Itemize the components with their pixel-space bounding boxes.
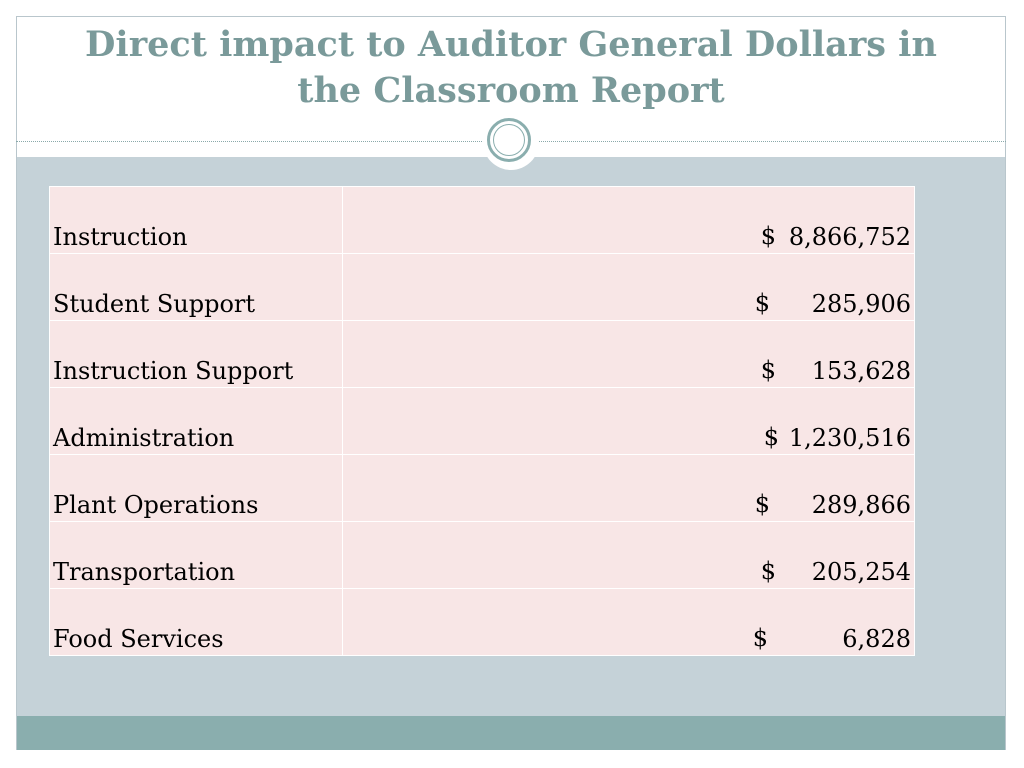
currency-symbol: $: [754, 490, 770, 518]
table-row: Food Services $ 6,828: [49, 588, 915, 656]
slide-title: Direct impact to Auditor General Dollars…: [16, 22, 1006, 114]
currency-symbol: $: [760, 356, 776, 384]
row-amount: 1,230,516: [788, 424, 911, 452]
budget-table: Instruction $ 8,866,752 Student Support …: [49, 186, 915, 656]
row-amount-cell: $ 1,230,516: [342, 387, 915, 455]
currency-symbol: $: [760, 222, 776, 250]
currency-symbol: $: [763, 423, 779, 451]
row-category: Instruction: [49, 186, 343, 254]
footer-band: [17, 716, 1005, 750]
row-amount-cell: $ 8,866,752: [342, 186, 915, 254]
row-amount-cell: $ 153,628: [342, 320, 915, 388]
row-amount-cell: $ 289,866: [342, 454, 915, 522]
row-amount-cell: $ 6,828: [342, 588, 915, 656]
title-line-1: Direct impact to Auditor General Dollars…: [85, 24, 937, 65]
circle-ornament-inner: [493, 124, 525, 156]
row-category: Plant Operations: [49, 454, 343, 522]
row-amount: 6,828: [842, 625, 911, 653]
title-line-2: the Classroom Report: [297, 70, 725, 111]
currency-symbol: $: [760, 557, 776, 585]
row-category: Transportation: [49, 521, 343, 589]
row-amount: 289,866: [811, 491, 911, 519]
currency-symbol: $: [754, 289, 770, 317]
row-amount: 285,906: [811, 290, 911, 318]
row-amount-cell: $ 285,906: [342, 253, 915, 321]
table-row: Instruction $ 8,866,752: [49, 186, 915, 254]
row-category: Food Services: [49, 588, 343, 656]
row-amount: 8,866,752: [788, 223, 911, 251]
row-category: Instruction Support: [49, 320, 343, 388]
table-row: Plant Operations $ 289,866: [49, 454, 915, 522]
row-amount-cell: $ 205,254: [342, 521, 915, 589]
table-row: Instruction Support $ 153,628: [49, 320, 915, 388]
row-category: Student Support: [49, 253, 343, 321]
row-category: Administration: [49, 387, 343, 455]
row-amount: 205,254: [811, 558, 911, 586]
row-amount: 153,628: [811, 357, 911, 385]
table-row: Administration $ 1,230,516: [49, 387, 915, 455]
table-row: Student Support $ 285,906: [49, 253, 915, 321]
currency-symbol: $: [752, 624, 768, 652]
table-row: Transportation $ 205,254: [49, 521, 915, 589]
